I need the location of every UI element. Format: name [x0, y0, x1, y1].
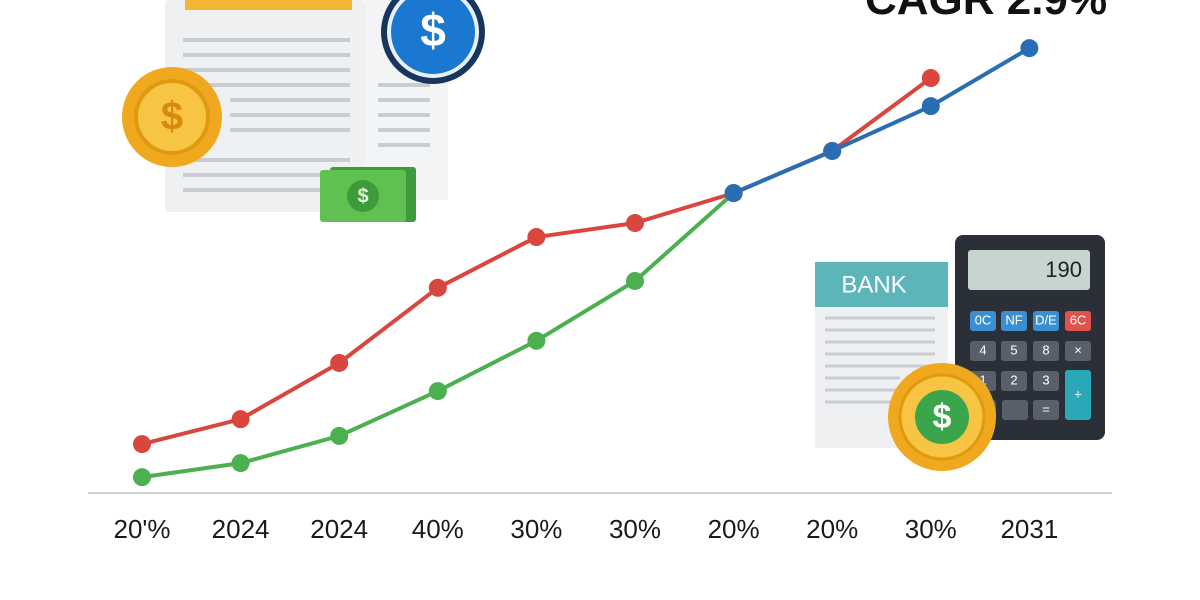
- data-point: [921, 97, 940, 116]
- currency-symbol: $: [420, 4, 446, 56]
- data-point: [330, 426, 349, 445]
- calculator-key: [1033, 400, 1059, 420]
- calculator-key-label: +: [1074, 386, 1082, 401]
- calculator-key: [970, 311, 996, 331]
- data-point: [133, 468, 151, 487]
- x-tick-label: 20%: [806, 514, 858, 544]
- calculator-key: [1033, 311, 1059, 331]
- currency-symbol: $: [933, 398, 952, 436]
- calculator-key: [1065, 311, 1091, 331]
- data-point: [724, 184, 743, 203]
- x-tick-label: 2024: [310, 514, 368, 544]
- calculator-key: [1033, 341, 1059, 361]
- calculator-key-label: 1: [979, 372, 986, 387]
- calculator-key: [1001, 371, 1027, 391]
- calculator-key: [1065, 341, 1091, 361]
- calculator-key-label: 3: [1042, 372, 1049, 387]
- calculator-key-label: NF: [1005, 312, 1022, 327]
- data-point: [231, 410, 250, 429]
- data-point: [527, 331, 546, 350]
- calculator-key-label: 0C: [975, 312, 992, 327]
- chart-title: CAGR 2.9%: [865, 0, 1107, 24]
- x-tick-label: 30%: [510, 514, 562, 544]
- gold-coin-icon: $: [122, 67, 222, 167]
- x-tick-label: 2024: [212, 514, 270, 544]
- x-tick-label: 2031: [1000, 514, 1058, 544]
- blue-coin-icon: $: [381, 0, 485, 84]
- data-point: [527, 228, 546, 247]
- calculator-key: [970, 341, 996, 361]
- calculator-key-label: 5: [1010, 342, 1017, 357]
- calculator-key: [1001, 311, 1027, 331]
- currency-symbol: $: [357, 185, 368, 207]
- calculator-key: [1065, 370, 1091, 420]
- data-point: [231, 454, 250, 473]
- x-tick-label: 30%: [609, 514, 661, 544]
- bank-label: BANK: [841, 271, 906, 298]
- calculator-key-label: 4: [979, 342, 986, 357]
- calculator-key: [1001, 341, 1027, 361]
- calculator-illustration: 190 0C NF D/E 6C 4 5 8 × 1 2 3 + =: [955, 235, 1105, 440]
- series-line: [141, 191, 735, 480]
- green-coin-icon: $: [888, 363, 996, 471]
- data-point: [133, 435, 151, 454]
- calculator-key-label: ×: [1074, 342, 1082, 357]
- data-point: [626, 271, 644, 290]
- x-tick-label: 40%: [412, 514, 464, 544]
- calculator-key-label: 8: [1042, 342, 1049, 357]
- calculator-key-label: 6C: [1070, 312, 1087, 327]
- data-point: [330, 353, 349, 372]
- series-line: [732, 46, 1031, 195]
- data-point: [1020, 39, 1039, 58]
- data-point: [428, 278, 447, 297]
- data-point: [823, 141, 842, 160]
- calculator-display: 190: [1045, 257, 1082, 282]
- x-tick-label: 20'%: [113, 514, 170, 544]
- data-point: [428, 382, 447, 401]
- document-illustration: [165, 0, 448, 212]
- data-point: [921, 69, 940, 88]
- cash-icon: $: [320, 167, 416, 222]
- x-tick-label: 30%: [905, 514, 957, 544]
- calculator-key-label: =: [1042, 401, 1050, 416]
- bank-document-illustration: BANK: [815, 262, 948, 448]
- calculator-key: [1033, 371, 1059, 391]
- x-tick-label: 20%: [708, 514, 760, 544]
- data-point: [626, 214, 644, 233]
- calculator-key-label: 2: [1010, 372, 1017, 387]
- calculator-key-label: D/E: [1035, 312, 1057, 327]
- currency-symbol: $: [161, 95, 183, 139]
